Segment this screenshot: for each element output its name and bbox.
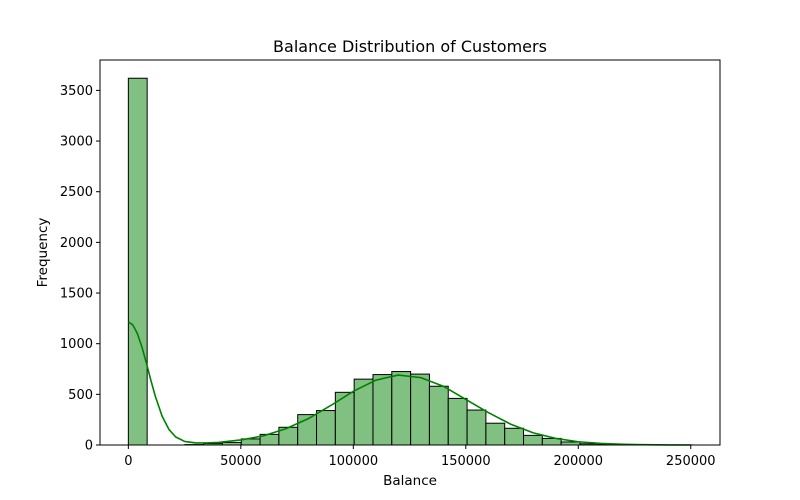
histogram-bar-15 <box>410 373 430 446</box>
y-tick-label: 2500 <box>60 185 93 200</box>
chart-title: Balance Distribution of Customers <box>273 37 547 56</box>
x-tick-label: 0 <box>124 454 132 469</box>
histogram-bar-21 <box>523 434 543 446</box>
histogram-bar-18 <box>466 409 487 446</box>
kde-curve <box>127 321 691 446</box>
y-axis-label: Frequency <box>35 218 51 288</box>
histogram-bar-14 <box>391 371 412 446</box>
y-tick-label: 2000 <box>60 236 93 251</box>
histogram-bar-10 <box>316 410 336 446</box>
kde-layer <box>127 321 691 446</box>
histogram-bar-13 <box>372 374 393 446</box>
y-tick-label: 1000 <box>60 337 93 352</box>
histogram-bar-19 <box>485 422 506 446</box>
y-tick-label: 500 <box>68 388 93 403</box>
bars-layer <box>127 77 694 446</box>
y-tick-label: 3000 <box>60 135 93 150</box>
y-axis-ticks: 0 500 1000 1500 2000 2500 3000 3500 <box>60 84 100 454</box>
x-axis-ticks: 0 50000 100000 150000 200000 250000 <box>124 445 716 469</box>
histogram-bar-20 <box>504 427 525 446</box>
x-tick-label: 250000 <box>666 454 716 469</box>
histogram-bar-17 <box>447 397 468 446</box>
y-tick-label: 3500 <box>60 84 93 99</box>
x-tick-label: 100000 <box>328 454 378 469</box>
x-tick-label: 200000 <box>553 454 603 469</box>
plot-frame <box>99 59 721 446</box>
x-axis-label: Balance <box>383 473 437 489</box>
x-tick-label: 150000 <box>441 454 491 469</box>
y-tick-label: 0 <box>85 439 93 454</box>
histogram-bar-0 <box>127 77 148 446</box>
histogram-bar-16 <box>428 385 449 446</box>
y-tick-label: 1500 <box>60 287 93 302</box>
x-tick-label: 50000 <box>220 454 261 469</box>
